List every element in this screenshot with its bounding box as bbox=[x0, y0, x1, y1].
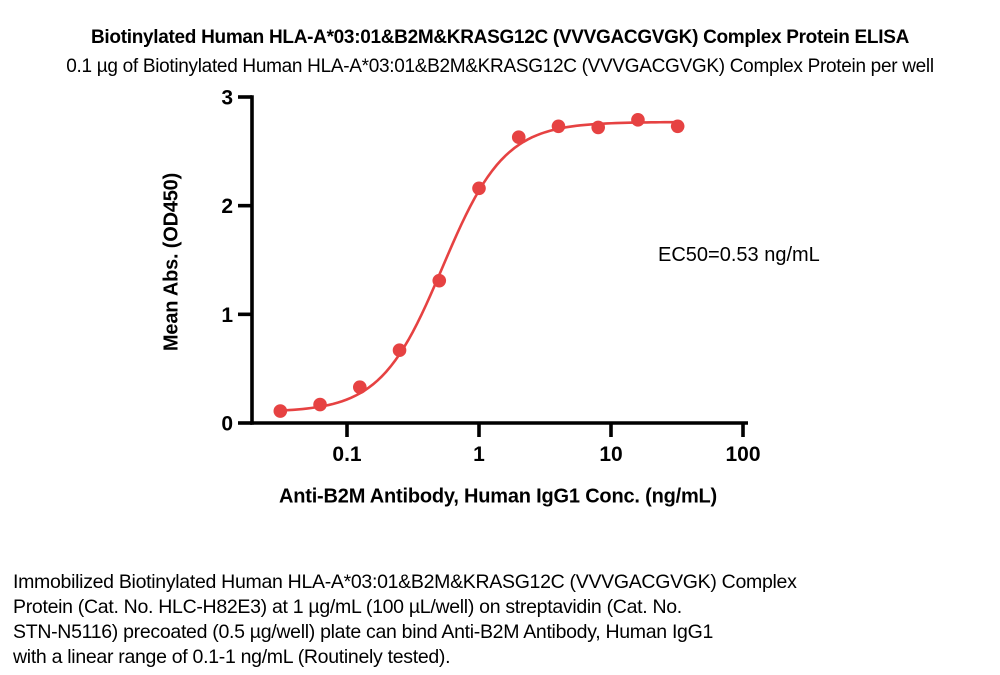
figure-title: Biotinylated Human HLA-A*03:01&B2M&KRASG… bbox=[90, 27, 909, 48]
x-tick-label: 100 bbox=[725, 443, 760, 466]
description-line-1: Immobilized Biotinylated Human HLA-A*03:… bbox=[13, 571, 797, 593]
data-point bbox=[273, 404, 288, 418]
x-tick-label: 0.1 bbox=[332, 443, 362, 466]
figure-subtitle: 0.1 µg of Biotinylated Human HLA-A*03:01… bbox=[66, 56, 934, 77]
data-point bbox=[551, 119, 566, 134]
data-point bbox=[511, 130, 526, 145]
data-point bbox=[472, 181, 486, 196]
description-line-3: STN-N5116) precoated (0.5 µg/well) plate… bbox=[13, 621, 714, 643]
x-axis-title: Anti-B2M Antibody, Human IgG1 Conc. (ng/… bbox=[278, 485, 718, 508]
description-line-2: Protein (Cat. No. HLC-H82E3) at 1 µg/mL … bbox=[13, 596, 682, 618]
data-point bbox=[352, 380, 367, 394]
description-paragraph: Immobilized Biotinylated Human HLA-A*03:… bbox=[13, 570, 797, 670]
data-point bbox=[670, 119, 685, 134]
data-point bbox=[432, 273, 447, 288]
data-point bbox=[631, 113, 645, 127]
x-tick-label: 1 bbox=[473, 443, 485, 466]
y-tick-label: 2 bbox=[221, 195, 233, 218]
data-point bbox=[313, 397, 327, 412]
description-line-4: with a linear range of 0.1-1 ng/mL (Rout… bbox=[13, 646, 451, 668]
fit-curve bbox=[280, 120, 678, 412]
data-point bbox=[591, 120, 606, 135]
y-axis-title: Mean Abs. (OD450) bbox=[160, 172, 183, 352]
y-tick-label: 1 bbox=[221, 304, 233, 327]
x-tick-label: 10 bbox=[599, 443, 622, 466]
y-tick-label: 3 bbox=[221, 87, 233, 110]
ec50-annotation: EC50=0.53 ng/mL bbox=[658, 244, 820, 266]
data-point bbox=[392, 343, 407, 357]
y-tick-label: 0 bbox=[221, 413, 233, 436]
